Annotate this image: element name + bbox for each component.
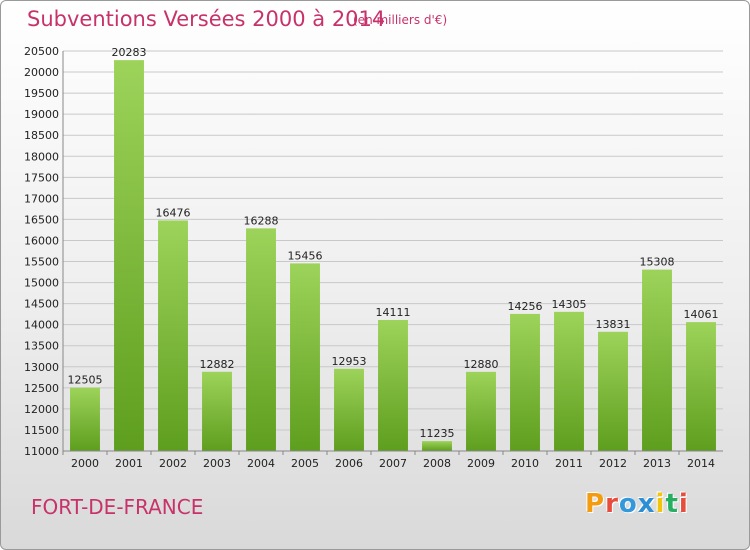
x-tick-label-2013: 2013 bbox=[643, 457, 671, 470]
x-tick-label-2002: 2002 bbox=[159, 457, 187, 470]
bars bbox=[70, 60, 716, 451]
bar-2013 bbox=[642, 269, 672, 451]
y-axis-ticks: 11000 11500 12000 12500 13000 13500 14000 14500… bbox=[24, 45, 59, 458]
y-tick-label: 20500 bbox=[24, 45, 59, 58]
x-tick-label-2004: 2004 bbox=[247, 457, 275, 470]
y-tick-label: 16500 bbox=[24, 213, 59, 226]
x-tick-label-2001: 2001 bbox=[115, 457, 143, 470]
value-label-2006: 12953 bbox=[332, 355, 367, 368]
y-tick-label: 12000 bbox=[24, 403, 59, 416]
x-tick-label-2009: 2009 bbox=[467, 457, 495, 470]
value-label-2009: 12880 bbox=[464, 358, 499, 371]
city-name: FORT-DE-FRANCE bbox=[31, 495, 204, 519]
bar-2003 bbox=[202, 371, 232, 451]
x-tick-label-2003: 2003 bbox=[203, 457, 231, 470]
logo-letter: t bbox=[665, 489, 679, 519]
value-label-2007: 14111 bbox=[376, 306, 411, 319]
x-tick-label-2006: 2006 bbox=[335, 457, 363, 470]
y-tick-label: 12500 bbox=[24, 382, 59, 395]
y-tick-label: 20000 bbox=[24, 66, 59, 79]
value-label-2012: 13831 bbox=[596, 318, 631, 331]
bar-2007 bbox=[378, 320, 408, 451]
bar-2011 bbox=[554, 311, 584, 451]
logo-letter: o bbox=[618, 489, 638, 519]
value-label-2014: 14061 bbox=[684, 308, 719, 321]
x-tick-label-2014: 2014 bbox=[687, 457, 715, 470]
bar-2001 bbox=[114, 60, 144, 451]
bar-2008 bbox=[422, 441, 452, 451]
logo-letter: x bbox=[637, 489, 656, 519]
y-tick-label: 13500 bbox=[24, 340, 59, 353]
bar-2006 bbox=[334, 368, 364, 451]
x-tick-label-2000: 2000 bbox=[71, 457, 99, 470]
logo-letter: i bbox=[655, 489, 666, 519]
logo-letter: r bbox=[605, 489, 619, 519]
y-tick-label: 14000 bbox=[24, 319, 59, 332]
proxiti-logo[interactable]: Proxiti bbox=[585, 489, 689, 519]
bar-2010 bbox=[510, 313, 540, 451]
logo-letter: P bbox=[585, 489, 606, 519]
bar-2014 bbox=[686, 322, 716, 451]
y-tick-label: 19000 bbox=[24, 108, 59, 121]
x-tick-label-2007: 2007 bbox=[379, 457, 407, 470]
value-label-2011: 14305 bbox=[552, 298, 587, 311]
y-tick-label: 11500 bbox=[24, 424, 59, 437]
y-tick-label: 15500 bbox=[24, 256, 59, 269]
bar-2012 bbox=[598, 331, 628, 451]
value-label-2013: 15308 bbox=[640, 256, 675, 269]
value-label-2010: 14256 bbox=[508, 300, 543, 313]
y-tick-label: 11000 bbox=[24, 445, 59, 458]
x-tick-label-2008: 2008 bbox=[423, 457, 451, 470]
y-tick-label: 18500 bbox=[24, 129, 59, 142]
x-tick-label-2005: 2005 bbox=[291, 457, 319, 470]
bar-2009 bbox=[466, 371, 496, 451]
y-tick-label: 17000 bbox=[24, 192, 59, 205]
logo-letter: i bbox=[678, 489, 689, 519]
chart-title: Subventions Versées 2000 à 2014 bbox=[27, 7, 386, 31]
value-label-2000: 12505 bbox=[68, 374, 103, 387]
x-axis-ticks: 2000 2001 2002 2003 2004 2005 2006 2007 2008 2009… bbox=[62, 451, 715, 470]
bar-2005 bbox=[290, 263, 320, 451]
y-tick-label: 18000 bbox=[24, 150, 59, 163]
bar-2000 bbox=[70, 387, 100, 451]
value-label-2005: 15456 bbox=[288, 249, 323, 262]
value-label-2001: 20283 bbox=[112, 46, 147, 59]
bar-2002 bbox=[158, 220, 188, 451]
y-tick-label: 14500 bbox=[24, 298, 59, 311]
value-label-2003: 12882 bbox=[200, 358, 235, 371]
chart-subtitle: (en milliers d'€) bbox=[353, 13, 448, 27]
value-label-2002: 16476 bbox=[156, 206, 191, 219]
x-tick-label-2011: 2011 bbox=[555, 457, 583, 470]
y-tick-label: 15000 bbox=[24, 277, 59, 290]
x-tick-label-2012: 2012 bbox=[599, 457, 627, 470]
value-label-2008: 11235 bbox=[420, 427, 455, 440]
y-tick-label: 19500 bbox=[24, 87, 59, 100]
y-tick-label: 16000 bbox=[24, 234, 59, 247]
value-labels: 12505 20283 16476 12882 16288 15456 12953 14111… bbox=[68, 46, 719, 440]
y-tick-label: 17500 bbox=[24, 171, 59, 184]
y-tick-label: 13000 bbox=[24, 361, 59, 374]
bar-2004 bbox=[246, 228, 276, 451]
value-label-2004: 16288 bbox=[244, 214, 279, 227]
x-tick-label-2010: 2010 bbox=[511, 457, 539, 470]
